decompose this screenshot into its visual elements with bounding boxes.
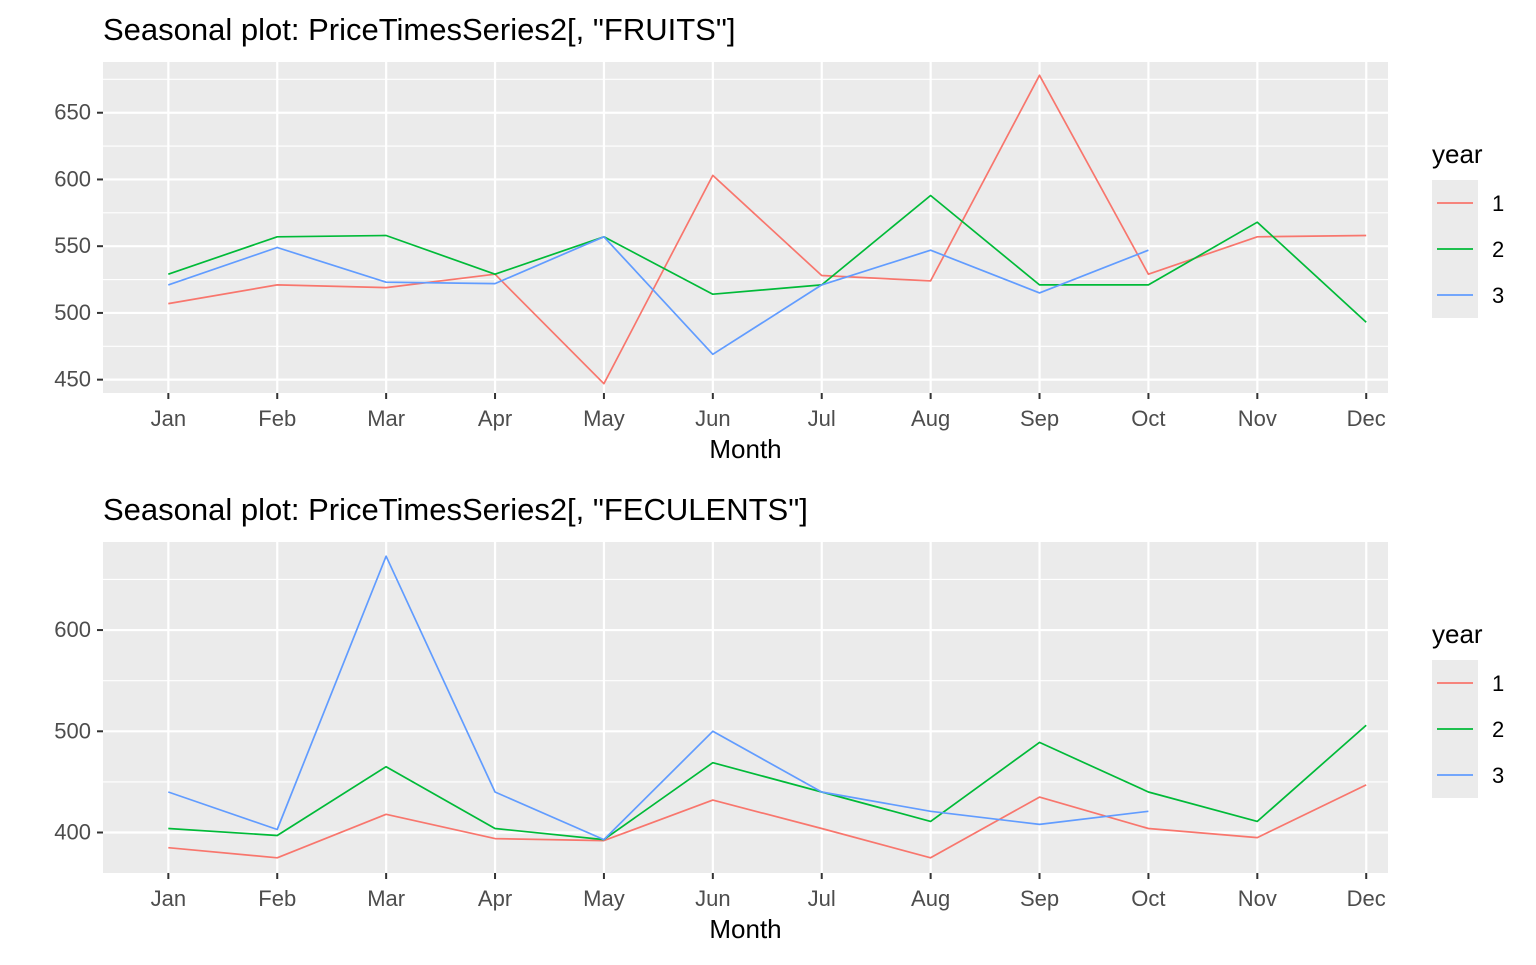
x-tick-label: Aug (911, 886, 950, 911)
plot-panel (103, 62, 1388, 393)
x-tick-label: Jul (808, 406, 836, 431)
legend-label: 1 (1492, 671, 1504, 696)
y-tick-label: 600 (54, 617, 91, 642)
y-tick-label: 450 (54, 367, 91, 392)
x-tick-label: Jul (808, 886, 836, 911)
y-tick-label: 400 (54, 820, 91, 845)
series-line-year-1 (168, 74, 1367, 385)
series-line-year-2 (168, 724, 1367, 841)
x-tick-label: Nov (1238, 406, 1277, 431)
y-tick-label: 500 (54, 300, 91, 325)
x-axis-label: Month (709, 914, 781, 944)
series-line-year-1 (168, 784, 1367, 859)
series-line-year-2 (168, 194, 1367, 323)
legend-label: 3 (1492, 763, 1504, 788)
x-tick-label: Mar (367, 406, 405, 431)
x-tick-label: Jun (695, 406, 730, 431)
x-tick-label: Sep (1020, 406, 1059, 431)
series-line-year-3 (168, 555, 1149, 841)
y-tick-label: 500 (54, 718, 91, 743)
x-tick-label: Dec (1347, 886, 1386, 911)
plot-panel (103, 542, 1388, 873)
legend-label: 3 (1492, 283, 1504, 308)
chart-title: Seasonal plot: PriceTimesSeries2[, "FECU… (103, 492, 808, 527)
x-tick-label: Sep (1020, 886, 1059, 911)
chart-title: Seasonal plot: PriceTimesSeries2[, "FRUI… (103, 12, 735, 47)
legend-title: year (1432, 619, 1483, 649)
x-tick-label: Feb (258, 886, 296, 911)
x-axis-label: Month (709, 434, 781, 464)
series-line-year-3 (168, 235, 1149, 356)
y-tick-label: 600 (54, 166, 91, 191)
y-tick-label: 550 (54, 233, 91, 258)
y-tick-label: 650 (54, 100, 91, 125)
x-tick-label: May (583, 886, 625, 911)
x-tick-label: Aug (911, 406, 950, 431)
x-tick-label: Jun (695, 886, 730, 911)
x-tick-label: Jan (151, 886, 186, 911)
x-tick-label: Feb (258, 406, 296, 431)
legend-label: 1 (1492, 191, 1504, 216)
x-tick-label: Mar (367, 886, 405, 911)
x-tick-label: May (583, 406, 625, 431)
legend-title: year (1432, 139, 1483, 169)
x-tick-label: Dec (1347, 406, 1386, 431)
legend-label: 2 (1492, 237, 1504, 262)
legend-label: 2 (1492, 717, 1504, 742)
chart-panel-2: Seasonal plot: PriceTimesSeries2[, "FECU… (54, 492, 1504, 944)
x-tick-label: Jan (151, 406, 186, 431)
chart-panel-1: Seasonal plot: PriceTimesSeries2[, "FRUI… (54, 12, 1504, 464)
x-tick-label: Apr (478, 406, 512, 431)
x-tick-label: Oct (1131, 406, 1165, 431)
x-tick-label: Oct (1131, 886, 1165, 911)
x-tick-label: Apr (478, 886, 512, 911)
x-tick-label: Nov (1238, 886, 1277, 911)
